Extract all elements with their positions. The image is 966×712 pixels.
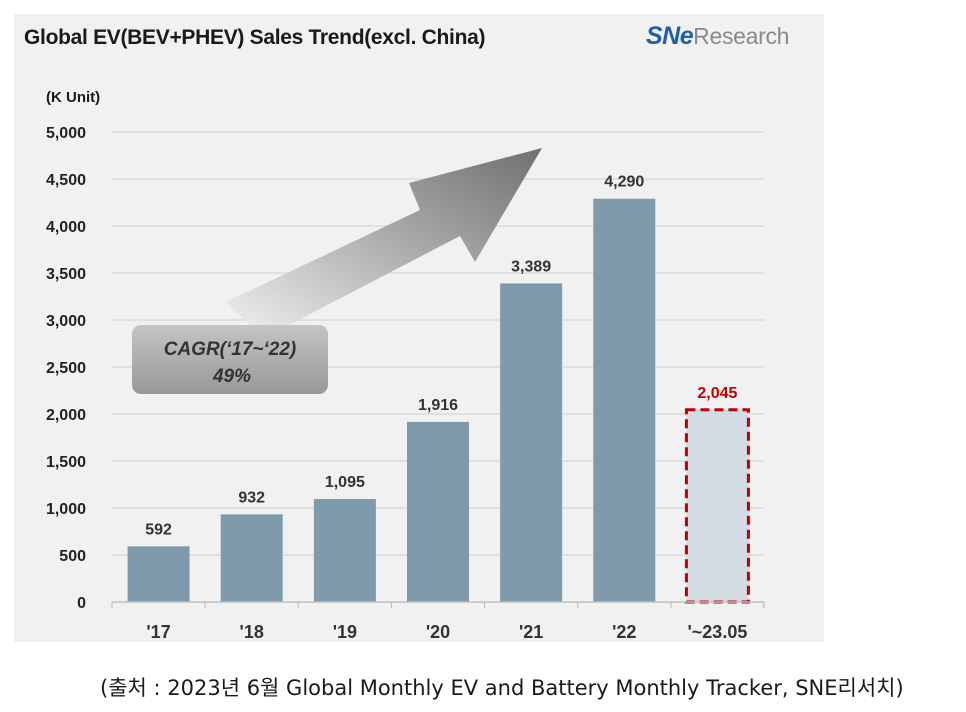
x-tick-label: '21: [519, 622, 543, 642]
y-tick-label: 4,000: [46, 219, 86, 236]
cagr-line1: CAGR(‘17~‘22): [164, 339, 297, 360]
y-tick-label: 3,000: [46, 313, 86, 330]
y-tick-label: 2,000: [46, 407, 86, 424]
bar: [500, 283, 563, 602]
bar-value-label: 4,290: [604, 174, 644, 191]
source-note: (출처 : 2023년 6월 Global Monthly EV and Bat…: [100, 676, 904, 700]
x-tick-label: '17: [146, 622, 170, 642]
y-tick-label: 500: [59, 548, 86, 565]
bar-value-label: 932: [238, 489, 265, 506]
bar-value-label: 1,095: [325, 474, 365, 491]
y-tick-label: 1,500: [46, 454, 86, 471]
unit-label: (K Unit): [46, 89, 100, 106]
x-tick-label: '~23.05: [688, 622, 748, 642]
sne-research-logo: SNeResearch: [646, 22, 789, 51]
cagr-box: [132, 325, 328, 394]
y-tick-label: 2,500: [46, 360, 86, 377]
y-tick-label: 3,500: [46, 266, 86, 283]
logo-text: Research: [693, 23, 790, 49]
bar: [313, 499, 376, 602]
y-tick-label: 5,000: [46, 125, 86, 142]
growth-arrow: [226, 148, 542, 338]
bar: [127, 546, 190, 602]
cagr-line2: 49%: [212, 366, 251, 387]
x-tick-label: '22: [612, 622, 636, 642]
bar-partial-year: [684, 408, 750, 604]
x-tick-label: '20: [426, 622, 450, 642]
bar-value-label: 3,389: [511, 258, 551, 275]
y-tick-label: 0: [77, 595, 86, 612]
bar-value-label: 592: [145, 521, 172, 538]
chart-title: Global EV(BEV+PHEV) Sales Trend(excl. Ch…: [24, 26, 486, 49]
bar: [220, 514, 283, 602]
y-tick-label: 1,000: [46, 501, 86, 518]
logo-mark: SNe: [646, 22, 694, 50]
bar-value-label: 1,916: [418, 397, 458, 414]
x-tick-label: '19: [333, 622, 357, 642]
x-tick-label: '18: [240, 622, 264, 642]
y-tick-label: 4,500: [46, 172, 86, 189]
bar: [407, 421, 469, 602]
bar-value-label: 2,045: [697, 385, 737, 402]
bar: [593, 198, 656, 603]
